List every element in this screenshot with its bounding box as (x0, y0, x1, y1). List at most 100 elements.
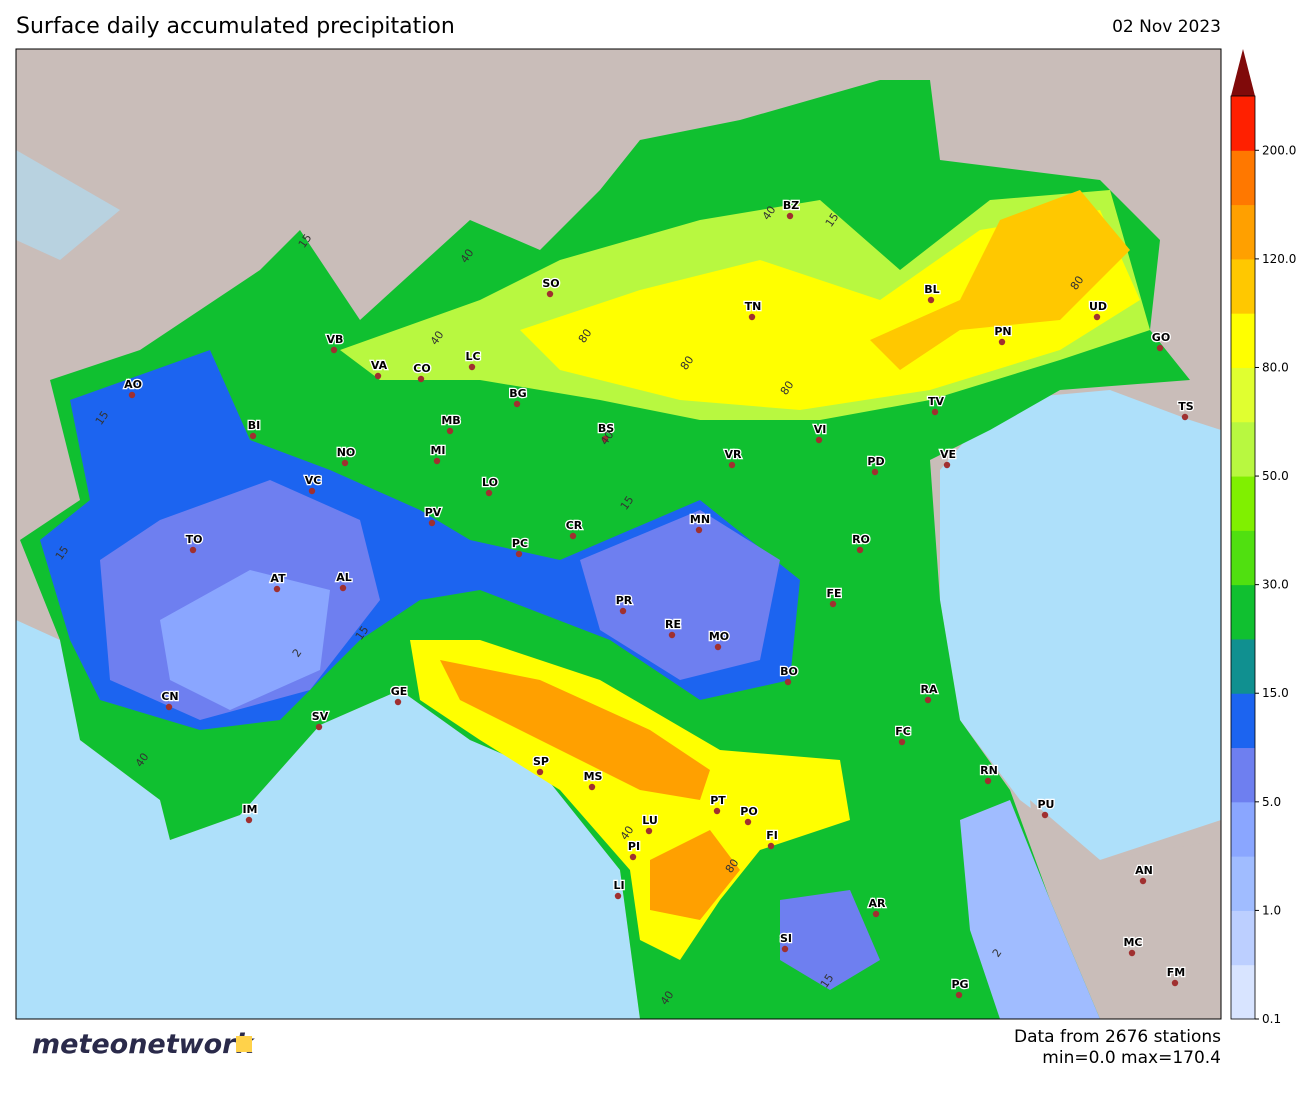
city-label: AR (869, 897, 887, 910)
city-dot (341, 459, 349, 467)
city-label: VE (940, 448, 956, 461)
city-dot (428, 519, 436, 527)
city-dot (645, 827, 653, 835)
city-label: TS (1178, 400, 1194, 413)
city-label: PT (710, 794, 726, 807)
city-dot (374, 372, 382, 380)
city-label: LC (465, 350, 480, 363)
city-dot (1171, 979, 1179, 987)
city-label: MN (690, 513, 710, 526)
colorbar-tick-label: 80.0 (1262, 360, 1289, 374)
city-label: FI (766, 829, 778, 842)
city-dot (308, 487, 316, 495)
city-dot (629, 853, 637, 861)
city-dot (1041, 811, 1049, 819)
precip-1-east (960, 800, 1100, 1019)
city-dot (872, 910, 880, 918)
city-label: LU (642, 814, 658, 827)
city-label: IM (242, 803, 257, 816)
terrain-east (1030, 800, 1221, 1019)
city-dot (955, 991, 963, 999)
colorbar-tick-label: 30.0 (1262, 578, 1289, 592)
logo-mark (236, 1036, 252, 1052)
colorbar-band (1231, 964, 1255, 1020)
city-label: PV (425, 506, 442, 519)
city-label: PG (951, 978, 968, 991)
city-dot (249, 432, 257, 440)
city-label: MO (709, 630, 729, 643)
logo: meteonetwork (32, 1029, 255, 1060)
city-label: BZ (783, 199, 799, 212)
city-dot (536, 768, 544, 776)
city-dot (984, 777, 992, 785)
city-label: BO (780, 665, 798, 678)
city-dot (165, 703, 173, 711)
city-label: TO (186, 533, 203, 546)
precip-100 (870, 190, 1130, 370)
city-label: VI (814, 423, 827, 436)
colorbar-band (1231, 584, 1255, 640)
map-frame (15, 48, 1222, 1020)
city-dot (330, 346, 338, 354)
city-dot (744, 818, 752, 826)
city-label: CR (566, 519, 583, 532)
city-label: CN (161, 690, 178, 703)
colorbar-band (1231, 801, 1255, 857)
city-dot (485, 489, 493, 497)
city-label: VB (327, 333, 344, 346)
city-label: BI (248, 419, 260, 432)
city-label: LI (613, 879, 624, 892)
colorbar-band (1231, 96, 1255, 151)
colorbar-tick-label: 5.0 (1262, 795, 1281, 809)
colorbar-tick-label: 120.0 (1262, 252, 1296, 266)
city-dot (601, 435, 609, 443)
city-label: PR (616, 594, 633, 607)
city-label: SV (312, 710, 329, 723)
city-dot (695, 526, 703, 534)
colorbar-band (1231, 258, 1255, 314)
lake (16, 150, 120, 260)
city-label: TV (928, 395, 945, 408)
city-label: PC (512, 537, 528, 550)
city-label: RA (921, 683, 938, 696)
city-label: PD (867, 455, 884, 468)
title: Surface daily accumulated precipitation (16, 14, 455, 39)
city-label: AN (1135, 864, 1153, 877)
city-dot (273, 585, 281, 593)
city-dot (998, 338, 1006, 346)
city-dot (748, 313, 756, 321)
date: 02 Nov 2023 (1112, 17, 1221, 37)
city-label: FC (895, 725, 911, 738)
colorbar-tick-label: 200.0 (1262, 143, 1296, 157)
colorbar-extend (1231, 49, 1255, 96)
precip-5-south (780, 890, 880, 990)
city-label: SP (533, 755, 549, 768)
colorbar-band (1231, 693, 1255, 749)
precip-120 (440, 660, 740, 920)
colorbar-frame (1230, 95, 1256, 1020)
city-label: RN (980, 764, 998, 777)
colorbar-tick-label: 50.0 (1262, 469, 1289, 483)
map (16, 49, 1221, 1019)
city-dot (714, 643, 722, 651)
city-label: PI (628, 840, 640, 853)
city-label: VC (305, 474, 322, 487)
city-dot (815, 436, 823, 444)
colorbar: 0.1 1.0 5.0 15.0 30.0 50.0 80.0 120.0 200.0 (1230, 49, 1296, 1026)
colorbar-band (1231, 313, 1255, 368)
colorbar-band (1231, 910, 1255, 966)
city-label: BL (924, 283, 939, 296)
city-dot (417, 375, 425, 383)
range-note: min=0.0 max=170.4 (1042, 1048, 1221, 1068)
city-label: NO (337, 446, 356, 459)
city-dot (394, 698, 402, 706)
city-dot (898, 738, 906, 746)
city-dot (128, 391, 136, 399)
city-dot (1128, 949, 1136, 957)
city-label: GO (1152, 331, 1170, 344)
city-label: RO (852, 533, 870, 546)
city-label: MC (1123, 936, 1142, 949)
city-dot (713, 807, 721, 815)
colorbar-band (1231, 638, 1255, 694)
